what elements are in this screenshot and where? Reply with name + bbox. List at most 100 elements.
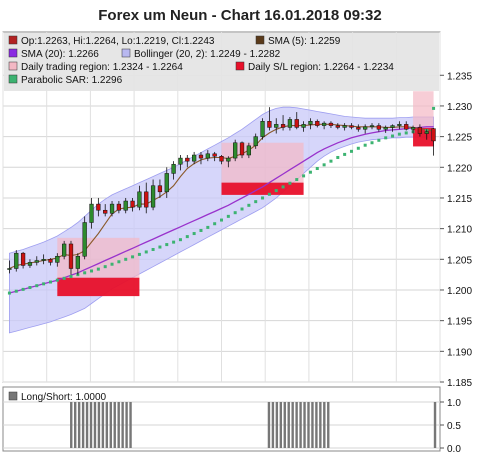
candle-body bbox=[192, 154, 197, 162]
long-short-bar bbox=[109, 402, 112, 448]
sar-dot bbox=[391, 134, 395, 138]
long-short-bar bbox=[319, 402, 322, 448]
long-short-bar bbox=[291, 402, 294, 448]
long-short-bar bbox=[85, 402, 89, 448]
candle-body bbox=[68, 243, 74, 269]
long-short-bar bbox=[70, 402, 73, 448]
candle-body bbox=[157, 185, 163, 193]
long-short-bar bbox=[101, 402, 105, 448]
candle-body bbox=[328, 122, 334, 126]
candle-body bbox=[48, 259, 53, 263]
candle-body bbox=[178, 157, 183, 165]
candle-body bbox=[246, 145, 251, 156]
y-tick-label: 1.235 bbox=[447, 71, 472, 82]
sl-region bbox=[57, 277, 140, 297]
sar-dot bbox=[213, 222, 217, 226]
long-short-bar bbox=[299, 402, 302, 448]
candle-body bbox=[390, 125, 395, 128]
candle-body bbox=[171, 163, 176, 174]
candle-body bbox=[75, 255, 80, 269]
long-short-bar bbox=[121, 402, 124, 448]
candle-body bbox=[233, 142, 238, 159]
sar-dot bbox=[384, 136, 388, 140]
sar-dot bbox=[377, 138, 381, 142]
candle-body bbox=[308, 121, 313, 125]
sar-dot bbox=[7, 291, 11, 295]
lower-tick-label: 1.0 bbox=[447, 398, 461, 409]
long-short-bar bbox=[287, 402, 290, 448]
legend-swatch bbox=[8, 48, 18, 58]
sar-dot bbox=[117, 260, 121, 264]
candle-body bbox=[130, 200, 135, 208]
sar-dot bbox=[178, 238, 182, 242]
long-short-bar bbox=[89, 402, 93, 448]
y-tick-label: 1.190 bbox=[447, 347, 472, 358]
sar-dot bbox=[220, 218, 223, 222]
sar-dot bbox=[83, 271, 87, 275]
chart-title: Forex um Neun - Chart 16.01.2018 09:32 bbox=[98, 7, 381, 24]
candle-body bbox=[109, 203, 115, 214]
legend-swatch bbox=[8, 35, 18, 45]
legend-swatch bbox=[121, 48, 131, 58]
candle-body bbox=[205, 153, 210, 159]
legend-swatch bbox=[8, 61, 18, 71]
legend-box bbox=[4, 33, 439, 91]
long-short-bar bbox=[433, 402, 437, 448]
long-short-axis: 0.0 0.5 1.0 bbox=[440, 398, 461, 455]
legend-swatch bbox=[8, 74, 18, 84]
candle-body bbox=[321, 122, 327, 126]
long-short-bar bbox=[323, 402, 326, 448]
candle-body bbox=[267, 121, 272, 128]
long-short-bars bbox=[70, 402, 437, 448]
candle-body bbox=[27, 262, 33, 266]
sma20-path bbox=[9, 126, 434, 294]
sar-dot bbox=[233, 211, 237, 215]
sar-dot bbox=[192, 232, 196, 236]
sar-dot bbox=[226, 214, 230, 218]
legend-label: Parabolic SAR: 1.2296 bbox=[21, 75, 123, 86]
candle-body bbox=[294, 119, 299, 128]
sar-dot bbox=[158, 245, 162, 249]
candle-body bbox=[34, 260, 39, 263]
candle-body bbox=[150, 185, 156, 208]
long-short-bar bbox=[295, 402, 298, 448]
candle-body bbox=[62, 243, 67, 257]
candle-body bbox=[185, 157, 190, 162]
long-short-bar bbox=[279, 402, 283, 448]
sar-dot bbox=[55, 278, 59, 282]
candle-body bbox=[376, 125, 381, 130]
sar-dot bbox=[261, 196, 265, 200]
long-short-bar bbox=[93, 402, 97, 448]
candle-body bbox=[253, 136, 258, 147]
long-short-bar bbox=[97, 402, 101, 448]
candlesticks bbox=[7, 107, 436, 275]
candle-body bbox=[404, 124, 409, 130]
y-tick-label: 1.220 bbox=[447, 163, 472, 174]
sma20-line bbox=[9, 126, 434, 294]
candle-body bbox=[280, 124, 286, 128]
long-short-legend-swatch bbox=[8, 391, 18, 401]
candle-body bbox=[123, 200, 128, 211]
sar-dot bbox=[28, 286, 32, 290]
sar-dot bbox=[199, 228, 203, 232]
candle-body bbox=[14, 252, 19, 269]
candle-body bbox=[20, 252, 26, 266]
sar-dot bbox=[247, 203, 251, 207]
long-short-bar bbox=[105, 402, 109, 448]
sar-dot bbox=[356, 146, 360, 150]
long-short-bar bbox=[117, 402, 120, 448]
candle-body bbox=[274, 124, 279, 128]
candle-body bbox=[89, 203, 94, 223]
sar-dot bbox=[274, 189, 278, 193]
legend-label: SMA (5): 1.2259 bbox=[268, 36, 341, 47]
sar-dot bbox=[14, 289, 18, 293]
y-tick-label: 1.185 bbox=[447, 378, 472, 389]
sar-dot bbox=[363, 143, 367, 147]
candle-body bbox=[260, 121, 265, 137]
candle-body bbox=[55, 255, 60, 263]
sar-dot bbox=[308, 170, 312, 174]
sar-dot bbox=[21, 287, 25, 291]
price-axis: 1.185 1.190 1.195 1.200 1.205 1.210 1.215 1.220… bbox=[440, 71, 472, 389]
sar-dot bbox=[336, 155, 340, 159]
candle-body bbox=[356, 127, 361, 130]
